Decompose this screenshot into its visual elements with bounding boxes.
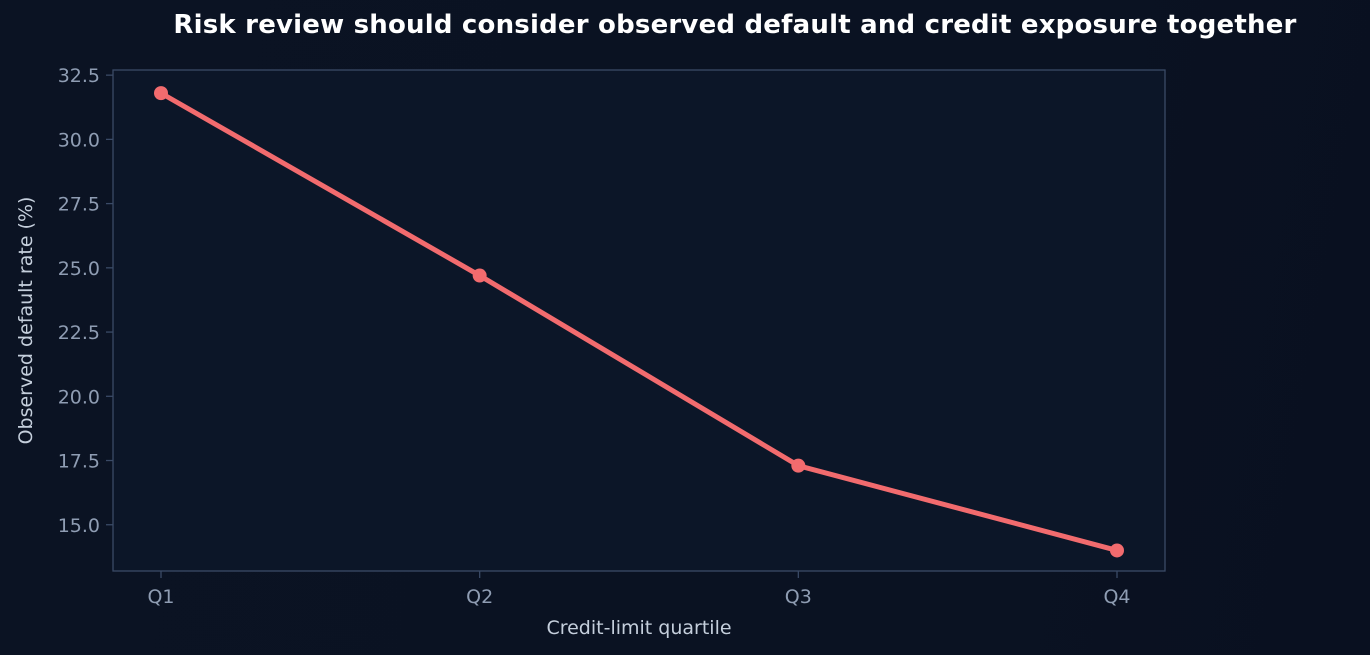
x-axis-title: Credit-limit quartile	[546, 617, 731, 639]
y-tick-label: 30.0	[58, 129, 100, 151]
y-tick-label: 20.0	[58, 386, 100, 408]
data-point-q4	[1110, 543, 1124, 558]
x-tick-label: Q4	[1103, 586, 1130, 608]
y-tick-label: 15.0	[58, 515, 100, 537]
plot-area	[112, 69, 1166, 572]
y-axis-title: Observed default rate (%)	[15, 197, 37, 445]
data-point-q3	[791, 458, 806, 473]
y-axis: 15.0 17.5 20.0 22.5 25.0 27.5 30.0 32.5	[58, 65, 113, 537]
y-tick-label: 25.0	[58, 258, 100, 280]
y-tick-label: 27.5	[58, 194, 100, 216]
series-line	[158, 90, 1120, 553]
y-tick-label: 22.5	[58, 322, 100, 344]
chart-title: Risk review should consider observed def…	[173, 10, 1297, 40]
data-point-q2	[472, 268, 487, 283]
data-point-q1	[154, 86, 168, 101]
series-group	[154, 86, 1124, 558]
x-tick-label: Q3	[785, 586, 812, 608]
y-tick-label: 17.5	[58, 451, 100, 473]
x-tick-label: Q1	[147, 586, 174, 608]
y-tick-label: 32.5	[58, 65, 100, 87]
x-tick-label: Q2	[466, 586, 493, 608]
x-axis: Q1 Q2 Q3 Q4	[147, 571, 1131, 608]
